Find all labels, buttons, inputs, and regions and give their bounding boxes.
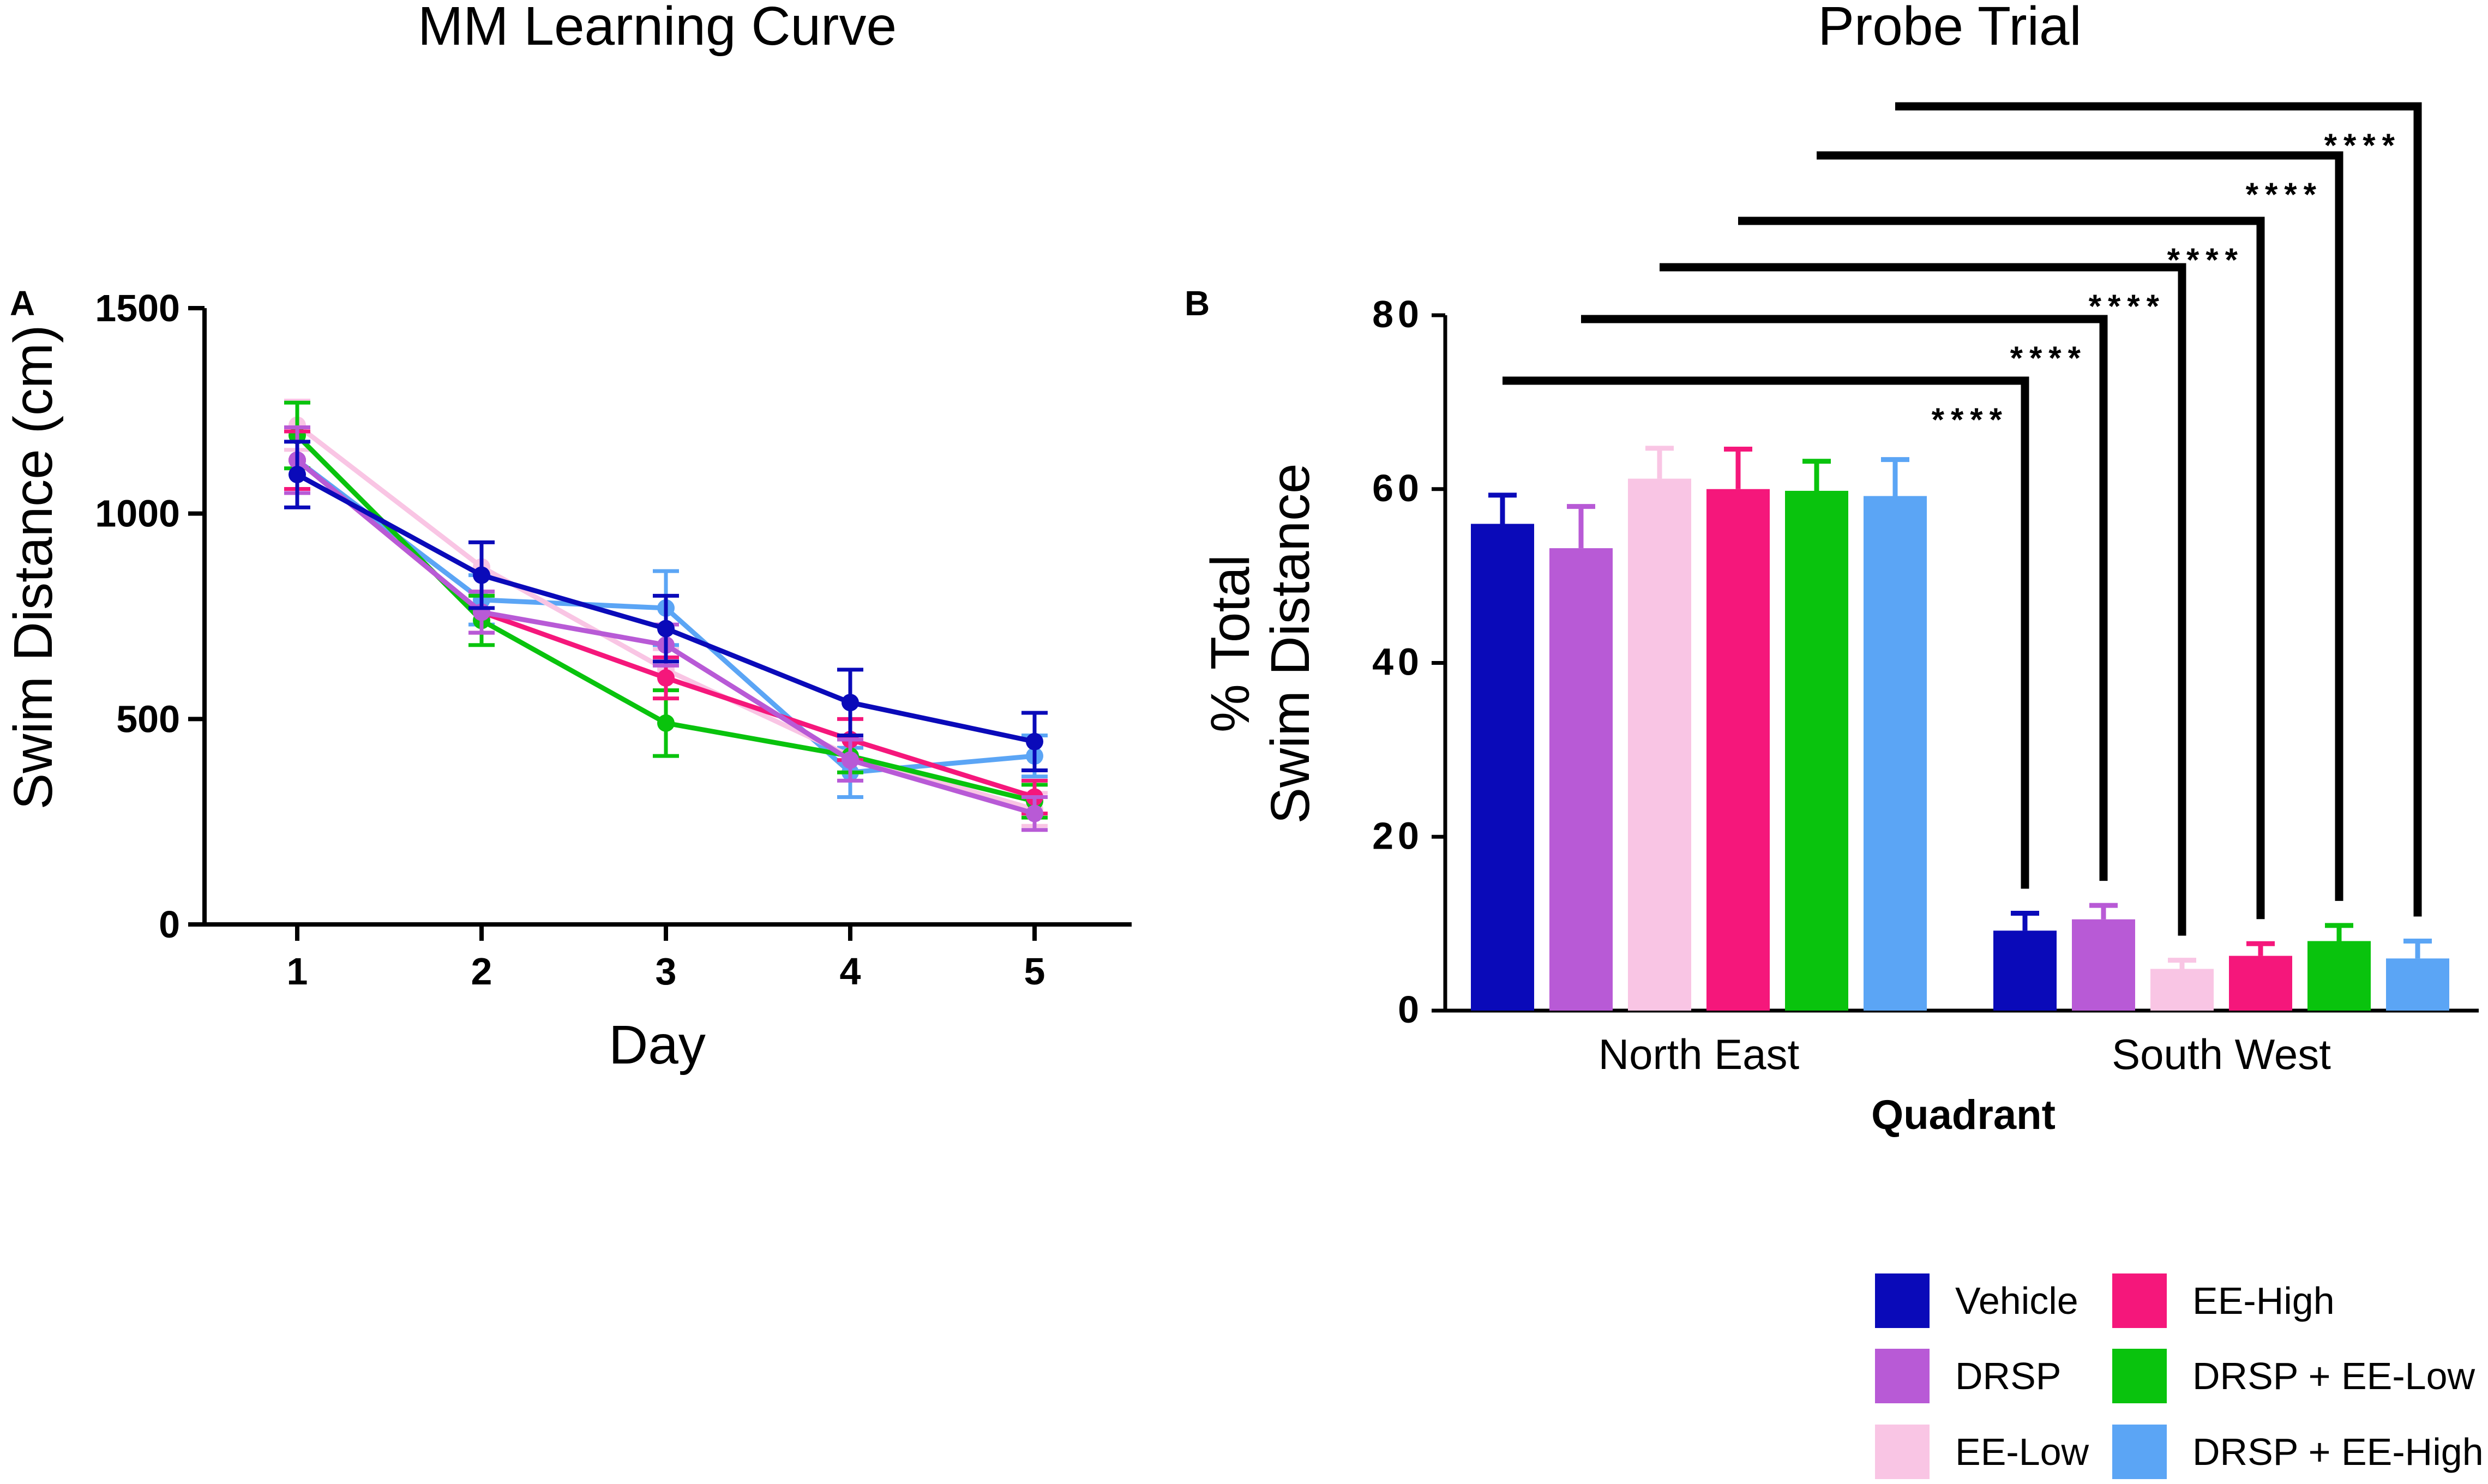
chart-a-x-tick-label: 1: [287, 950, 308, 993]
chart-b-y-tick-label: 80: [1372, 293, 1423, 335]
significance-bracket: [1738, 217, 2265, 920]
legend-swatch: [1875, 1425, 1930, 1479]
panel-b-letter: B: [1185, 284, 1210, 323]
significance-stars: ****: [2324, 127, 2401, 164]
legend-swatch: [1875, 1349, 1930, 1403]
chart-b-bar-vehicle-south-west: [1993, 930, 2057, 1011]
chart-a-y-tick-label: 500: [116, 698, 180, 740]
chart-a-x-tick-label: 2: [471, 950, 492, 993]
legend-swatch: [2112, 1273, 2167, 1328]
legend-label: Vehicle: [1955, 1279, 2078, 1322]
chart-b-y-tick-label: 0: [1398, 988, 1423, 1031]
legend-item-drsp-ee-low: DRSP + EE-Low: [2112, 1349, 2475, 1403]
chart-b-bar-ee-low-north-east: [1628, 478, 1691, 1011]
chart-a-data-point: [842, 751, 859, 769]
chart-a-data-point: [1026, 732, 1043, 750]
chart-b-y-label-line2: Swim Distance: [1260, 463, 1321, 824]
significance-stars: ****: [2246, 176, 2323, 213]
significance-bracket: [1895, 102, 2422, 917]
chart-a-series-vehicle: [284, 440, 1048, 772]
significance-bracket: [1817, 151, 2343, 901]
chart-b-y-tick-label: 40: [1372, 641, 1423, 683]
legend-label: DRSP: [1955, 1355, 2061, 1397]
chart-b-bar-drsp-ee-low-north-east: [1785, 490, 1848, 1011]
legend-label: EE-High: [2192, 1279, 2335, 1322]
legend-item-vehicle: Vehicle: [1875, 1273, 2078, 1328]
significance-stars: ****: [2010, 340, 2087, 376]
chart-a-series: [284, 399, 1048, 832]
chart-b-bar-drsp-south-west: [2072, 919, 2135, 1011]
chart-a-data-point: [657, 714, 675, 732]
chart-a-title: MM Learning Curve: [418, 0, 897, 57]
chart-b-bars: [1471, 446, 2449, 1011]
chart-b-category-labels: North East South West: [1598, 1030, 2331, 1078]
chart-a-data-point: [657, 669, 675, 687]
chart-a-x-tick-label: 5: [1024, 950, 1045, 993]
significance-bracket: [1503, 376, 2029, 889]
legend-item-drsp: DRSP: [1875, 1349, 2061, 1403]
legend-label: EE-Low: [1955, 1431, 2089, 1473]
chart-a-data-point: [657, 620, 675, 638]
legend-item-ee-low: EE-Low: [1875, 1425, 2089, 1479]
chart-a-y-ticks: 0 500 1000 1500: [95, 287, 205, 946]
panel-a-letter: A: [10, 284, 35, 323]
chart-b-bar-vehicle-north-east: [1471, 524, 1534, 1011]
legend-label: DRSP + EE-Low: [2192, 1355, 2475, 1397]
significance-stars: ****: [2167, 242, 2244, 278]
chart-a-y-tick-label: 1000: [95, 492, 180, 535]
legend: Vehicle DRSP EE-Low EE-High DRSP + EE-Low DRS…: [1875, 1273, 2484, 1479]
chart-a-y-label: Swim Distance (cm): [3, 325, 64, 810]
significance-bracket: [1581, 315, 2108, 881]
legend-item-ee-high: EE-High: [2112, 1273, 2335, 1328]
legend-swatch: [2112, 1425, 2167, 1479]
chart-b-y-tick-label: 20: [1372, 814, 1423, 857]
chart-a-x-label: Day: [609, 1014, 706, 1076]
legend-swatch: [2112, 1349, 2167, 1403]
legend-item-drsp-ee-high: DRSP + EE-High: [2112, 1425, 2484, 1479]
chart-b-y-ticks: 0 20 40 60 80: [1372, 293, 1445, 1031]
chart-b-y-label-line1: % Total: [1200, 555, 1261, 732]
chart-b-bar-ee-high-north-east: [1706, 489, 1770, 1011]
chart-b-bar-drsp-ee-high-north-east: [1864, 496, 1927, 1011]
chart-a-x-tick-label: 4: [840, 950, 861, 993]
chart-b-title: Probe Trial: [1818, 0, 2082, 57]
chart-b-bar-drsp-ee-low-south-west: [2307, 941, 2371, 1011]
chart-a-x-ticks: 1 2 3 4 5: [287, 924, 1045, 993]
chart-a-data-point: [1026, 804, 1043, 822]
chart-b-bar-drsp-ee-high-south-west: [2386, 958, 2449, 1011]
chart-a-data-point: [289, 466, 306, 484]
legend-label: DRSP + EE-High: [2192, 1431, 2484, 1473]
chart-b-x-label: Quadrant: [1871, 1092, 2056, 1138]
chart-b-category-label: North East: [1598, 1030, 1800, 1078]
legend-swatch: [1875, 1273, 1930, 1328]
chart-b-bar-ee-high-south-west: [2229, 956, 2292, 1011]
panel-a: MM Learning Curve A Swim Distance (cm) D…: [3, 0, 1132, 1076]
chart-b-bar-drsp-north-east: [1549, 548, 1613, 1011]
chart-a-y-tick-label: 1500: [95, 287, 180, 329]
significance-stars: ****: [2089, 288, 2166, 325]
chart-b-significance: ************************: [1503, 102, 2422, 936]
panel-b: Probe Trial B % Total Swim Distance Quad…: [1185, 0, 2479, 1138]
chart-a-data-point: [473, 566, 490, 584]
significance-bracket: [1660, 263, 2186, 936]
chart-a-data-point: [842, 694, 859, 712]
chart-b-bar-ee-low-south-west: [2150, 969, 2214, 1011]
significance-stars: ****: [1932, 401, 2009, 438]
chart-b-category-label: South West: [2112, 1030, 2331, 1078]
chart-a-x-tick-label: 3: [656, 950, 677, 993]
chart-b-y-tick-label: 60: [1372, 467, 1423, 509]
chart-a-y-tick-label: 0: [159, 903, 180, 946]
